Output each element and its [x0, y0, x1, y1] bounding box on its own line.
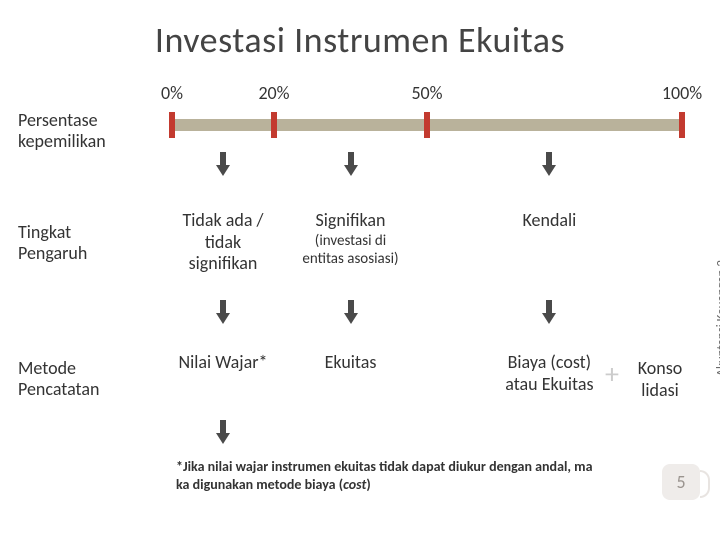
arrow-r1-c2	[344, 152, 358, 176]
metode-psak-3: (PSAK 4)	[484, 395, 614, 412]
tingkat-main-1: Tidak ada /tidaksignifikan	[158, 210, 288, 275]
scale-label-0: 0%	[161, 82, 183, 104]
konsolidasi-block: Konsolidasi	[620, 358, 700, 401]
plus-icon: +	[605, 357, 619, 392]
konsolidasi-text: Konsolidasi	[620, 358, 700, 401]
footnote-c: )	[366, 476, 370, 493]
row-label-metode: MetodePencatatan	[18, 358, 158, 399]
arrow-r2-c1	[216, 300, 230, 324]
metode-col-2: Ekuitas (PSAK 15)	[286, 352, 416, 390]
page-number: 5	[676, 471, 685, 493]
tingkat-sub-2: (investasi dientitas asosiasi)	[286, 232, 416, 268]
metode-col-1: Nilai Wajar* (PSAK 50&55)	[158, 352, 288, 390]
tingkat-main-2: Signifikan	[286, 210, 416, 232]
ownership-bar	[172, 112, 682, 138]
arrow-r2-c2	[344, 300, 358, 324]
scale-labels: 0% 20% 50% 100%	[172, 82, 682, 106]
footnote: *Jika nilai wajar instrumen ekuitas tida…	[176, 458, 606, 493]
slide-title: Investasi Instrumen Ekuitas	[0, 0, 720, 62]
metode-psak-1: (PSAK 50&55)	[158, 374, 288, 391]
scale-label-100: 100%	[662, 82, 702, 104]
scale-label-20: 20%	[258, 82, 289, 104]
metode-psak-2: (PSAK 15)	[286, 374, 416, 391]
row-label-persentase: Persentasekepemilikan	[18, 110, 158, 151]
metode-main-1: Nilai Wajar*	[158, 352, 288, 374]
row-label-tingkat: TingkatPengaruh	[18, 222, 158, 263]
arrow-r1-c1	[216, 152, 230, 176]
tick-50	[424, 112, 430, 138]
tingkat-col-2: Signifikan (investasi dientitas asosiasi…	[286, 210, 416, 268]
tick-100	[679, 112, 685, 138]
tingkat-col-1: Tidak ada /tidaksignifikan	[158, 210, 288, 275]
arrow-r3-c1	[216, 420, 230, 444]
metode-col-3: Biaya (cost)atau Ekuitas (PSAK 4)	[484, 352, 614, 412]
tick-0	[169, 112, 175, 138]
arrow-r1-c3	[542, 152, 556, 176]
page-number-badge: 5	[662, 464, 700, 500]
tingkat-col-3: Kendali	[484, 210, 614, 232]
footnote-b: cost	[343, 476, 366, 493]
footnote-a: *Jika nilai wajar instrumen ekuitas tida…	[176, 458, 593, 493]
scale-label-50: 50%	[411, 82, 442, 104]
tingkat-main-3: Kendali	[484, 210, 614, 232]
side-course-label: Akuntansi Keuangan 2	[714, 260, 720, 376]
metode-main-2: Ekuitas	[286, 352, 416, 374]
tick-20	[271, 112, 277, 138]
arrow-r2-c3	[542, 300, 556, 324]
metode-main-3: Biaya (cost)atau Ekuitas	[484, 352, 614, 395]
